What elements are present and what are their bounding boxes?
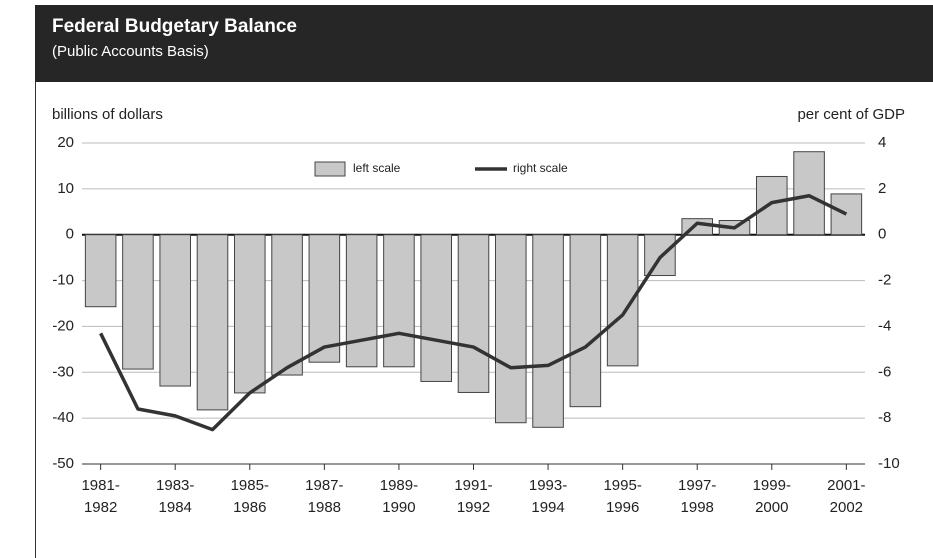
x-tick-label-line: 1999- <box>753 477 791 494</box>
x-tick-label: 1983- 1984 <box>156 477 194 516</box>
chart-title: Federal Budgetary Balance <box>52 16 297 37</box>
y2-axis-label: per cent of GDP <box>797 106 905 123</box>
x-tick-label-line: 2001- <box>827 477 865 494</box>
y-tick-label: -50 <box>52 455 74 472</box>
x-tick-label: 1999- 2000 <box>753 477 791 516</box>
x-tick-label-line: 2000 <box>755 499 788 516</box>
x-tick-label-line: 1998 <box>681 499 714 516</box>
legend-label: left scale <box>353 161 401 175</box>
x-tick-label-line: 1985- <box>231 477 269 494</box>
x-tick-label-line: 1983- <box>156 477 194 494</box>
bar <box>308 234 341 363</box>
y2-tick-label: -6 <box>878 363 891 380</box>
header-bar <box>35 5 933 82</box>
x-tick-label-line: 1997- <box>678 477 716 494</box>
y2-tick-label: 0 <box>878 226 886 243</box>
bar <box>383 234 415 368</box>
y2-tick-label: -2 <box>878 272 891 289</box>
x-tick-label: 1995- 1996 <box>603 477 641 516</box>
x-tick-label: 1987- 1988 <box>305 477 343 516</box>
legend-swatch <box>314 161 346 177</box>
x-tick-label: 1989- 1990 <box>380 477 418 516</box>
x-tick-label-line: 1992 <box>457 499 490 516</box>
y-tick-label: 20 <box>57 134 74 151</box>
line <box>99 193 848 432</box>
y2-tick-label: 4 <box>878 134 886 151</box>
x-tick-label-line: 1986 <box>233 499 266 516</box>
bar <box>420 234 453 382</box>
x-tick-label-line: 1984 <box>159 499 192 516</box>
y2-tick-label: -10 <box>878 455 900 472</box>
bar <box>159 234 192 387</box>
x-tick-label-line: 1991- <box>454 477 492 494</box>
x-tick-label: 1991- 1992 <box>454 477 492 516</box>
bar <box>196 234 229 411</box>
y-tick-label: -30 <box>52 363 74 380</box>
y-tick-label: -20 <box>52 317 74 334</box>
x-tick-label: 1985- 1986 <box>231 477 269 516</box>
x-tick-label-line: 1981- <box>81 477 119 494</box>
x-tick-label: 1993- 1994 <box>529 477 567 516</box>
bar <box>233 234 266 394</box>
x-tick-label: 1981- 1982 <box>81 477 119 516</box>
y-tick-label: -10 <box>52 272 74 289</box>
bar <box>644 234 676 277</box>
x-tick-label: 2001- 2002 <box>827 477 865 516</box>
bar <box>532 234 564 428</box>
y-axis-label: billions of dollars <box>52 106 163 123</box>
bar <box>755 175 788 236</box>
x-tick-label-line: 1989- <box>380 477 418 494</box>
x-tick-label-line: 1994 <box>531 499 564 516</box>
bar <box>457 234 490 393</box>
y2-tick-label: -8 <box>878 409 891 426</box>
x-tick-label-line: 1990 <box>382 499 415 516</box>
bar <box>494 234 527 424</box>
y-tick-label: 10 <box>57 180 74 197</box>
x-tick-label-line: 1987- <box>305 477 343 494</box>
x-tick-label-line: 1996 <box>606 499 639 516</box>
y-tick-label: 0 <box>66 226 74 243</box>
x-tick-label-line: 2002 <box>830 499 863 516</box>
bar <box>345 234 378 368</box>
bar <box>830 193 863 236</box>
legend-label: right scale <box>513 161 568 175</box>
chart-subtitle: (Public Accounts Basis) <box>52 43 209 60</box>
x-tick-label-line: 1988 <box>308 499 341 516</box>
bar <box>569 234 602 408</box>
y2-tick-label: -4 <box>878 317 891 334</box>
bar <box>793 151 825 236</box>
y2-tick-label: 2 <box>878 180 886 197</box>
x-tick-label-line: 1982 <box>84 499 117 516</box>
bar <box>84 234 117 308</box>
bar <box>122 234 154 370</box>
x-tick-label-line: 1993- <box>529 477 567 494</box>
bar <box>271 234 303 376</box>
x-tick-label: 1997- 1998 <box>678 477 716 516</box>
x-tick-label-line: 1995- <box>603 477 641 494</box>
y-tick-label: -40 <box>52 409 74 426</box>
